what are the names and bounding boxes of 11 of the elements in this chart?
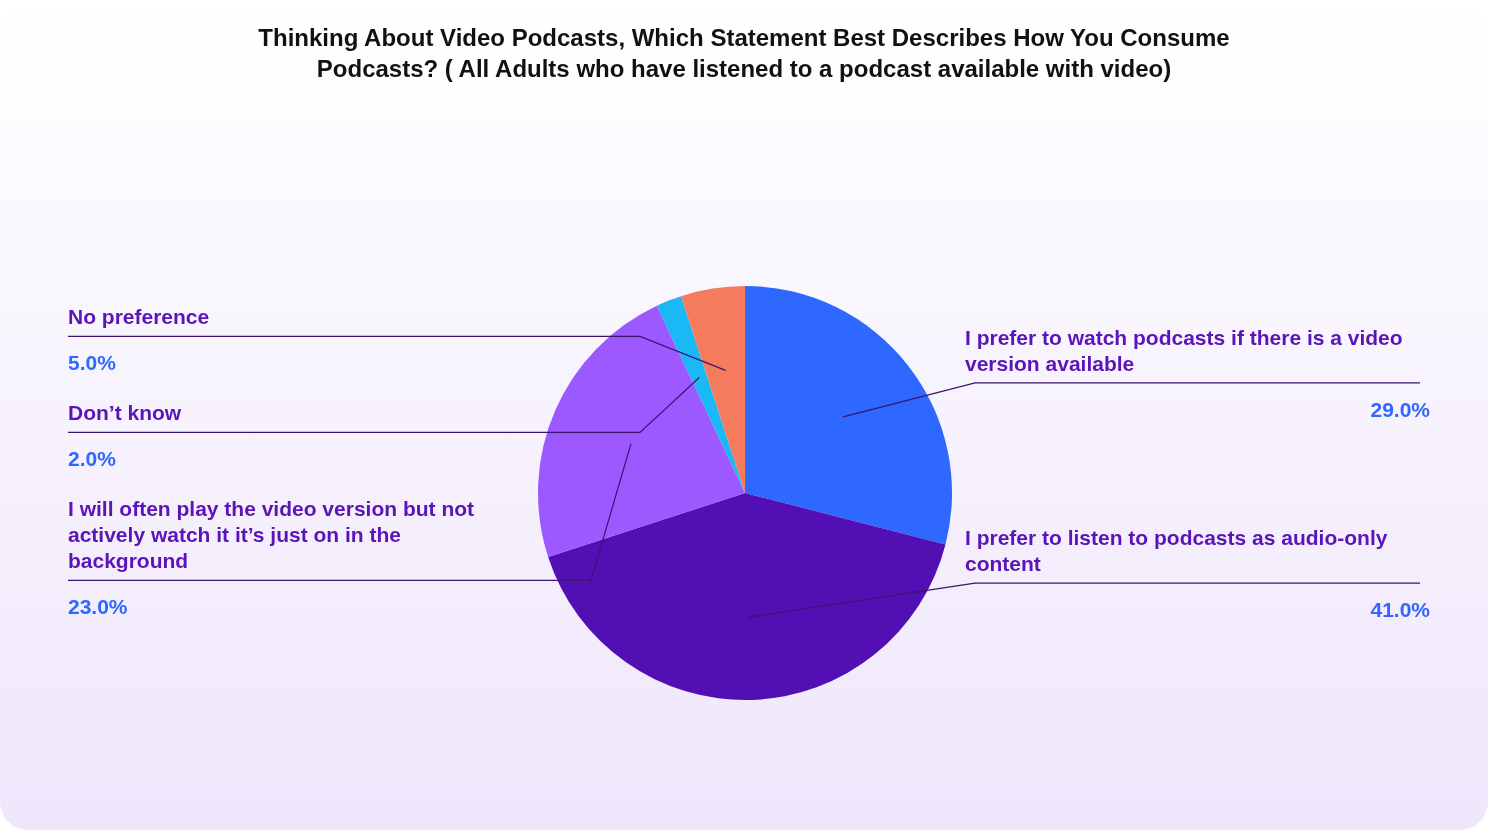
chart-title: Thinking About Video Podcasts, Which Statement Best Describes How You Consume Podcasts? ( All Adults who have listened to a podcast available with video)	[257, 23, 1231, 84]
slice-label: I prefer to listen to podcasts as audio-only content	[965, 526, 1388, 576]
data-label: 5.0%	[68, 351, 117, 375]
data-label: 2.0%	[68, 447, 117, 471]
data-label: 23.0%	[68, 595, 128, 619]
slice-label: No preference	[68, 305, 210, 329]
data-label: 41.0%	[1370, 598, 1431, 622]
slice-label: I prefer to watch podcasts if there is a video version available	[965, 325, 1403, 375]
slice-label: Don’t know	[68, 401, 182, 425]
data-label: 29.0%	[1370, 397, 1431, 421]
slice-label: I will often play the video version but not actively watch it it’s just on in the background	[68, 497, 475, 573]
